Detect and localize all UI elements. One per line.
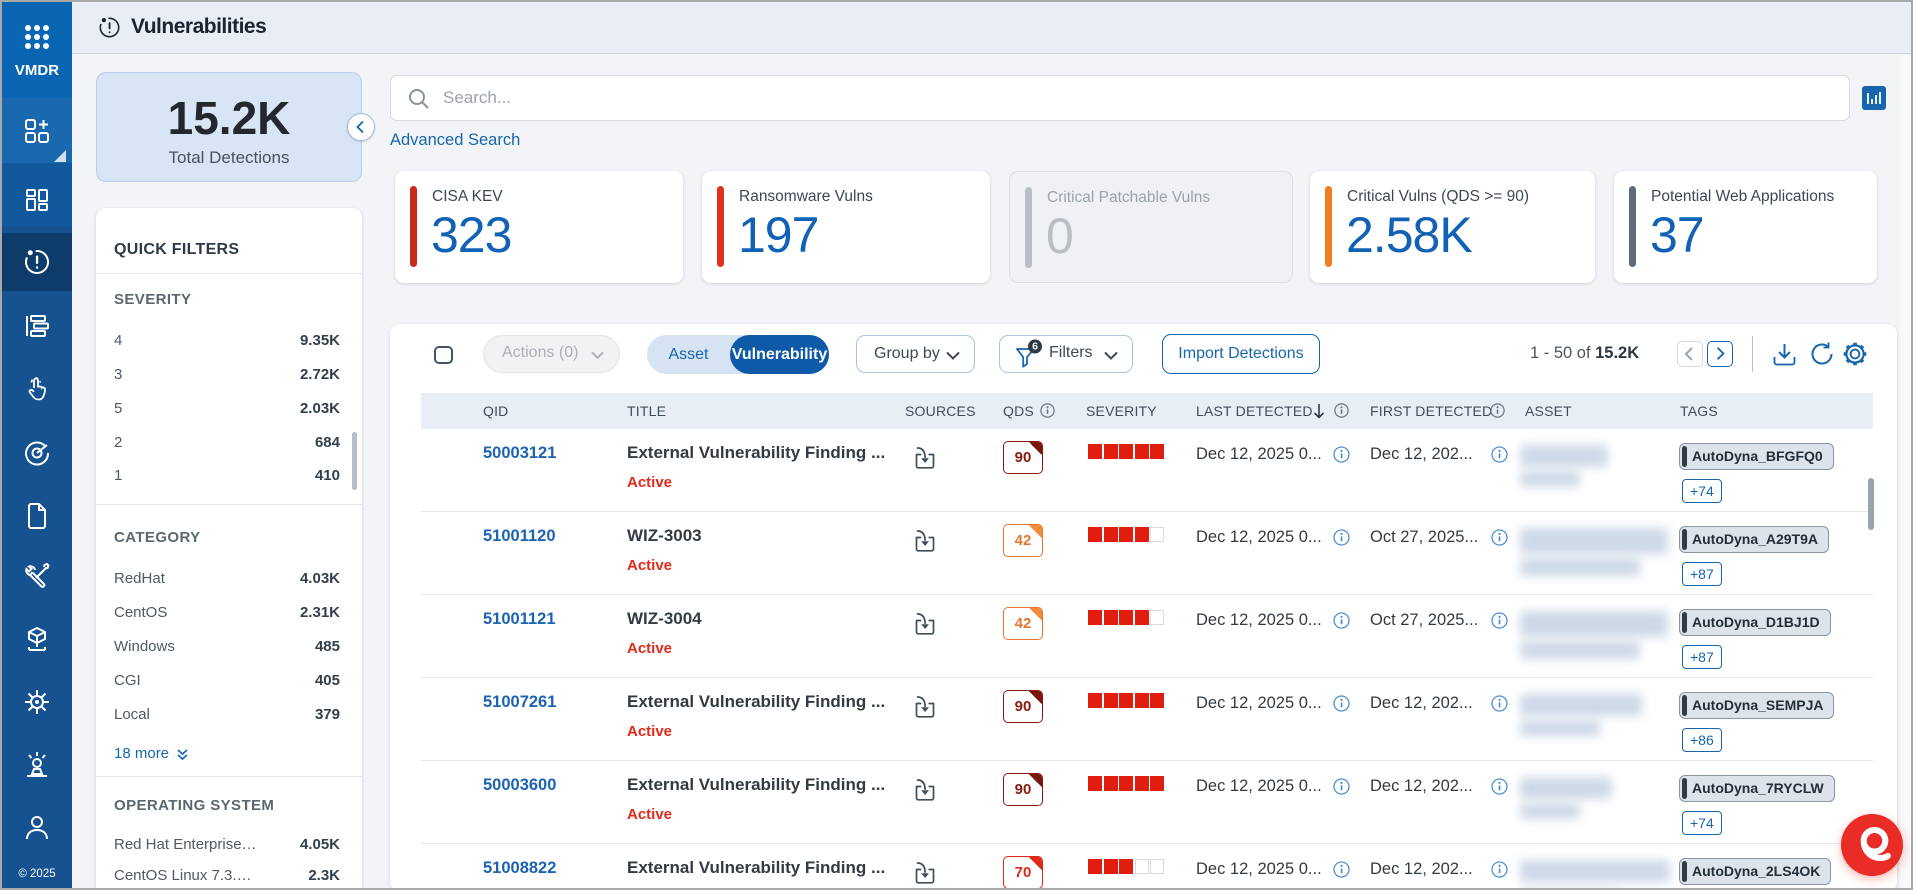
svg-text:6: 6 bbox=[1032, 341, 1038, 353]
